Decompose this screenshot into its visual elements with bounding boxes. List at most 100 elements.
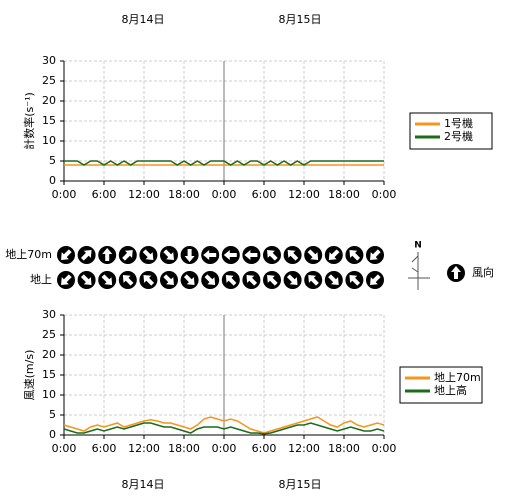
wind-arrow [180, 271, 199, 289]
arrow-head [163, 249, 174, 260]
wind-arrow [118, 246, 137, 264]
y-tick-label: 20 [42, 348, 56, 361]
wind-arrow [221, 271, 240, 289]
arrow-head [328, 249, 340, 260]
x-tick-label: 0:00 [372, 442, 397, 455]
x-tick-label: 6:00 [252, 188, 277, 201]
wind-arrow [98, 271, 117, 289]
wind-arrow [57, 246, 75, 264]
x-tick-label: 6:00 [92, 188, 117, 201]
x-tick-label: 0:00 [52, 442, 77, 455]
y-tick-label: 30 [42, 308, 56, 321]
arrow-head [349, 250, 361, 261]
wind-arrow [160, 246, 178, 264]
x-tick-label: 6:00 [252, 442, 277, 455]
wind-arrow [180, 246, 199, 264]
arrow-head [163, 274, 174, 285]
x-tick-label: 0:00 [372, 188, 397, 201]
y-axis-label: 計数率(s⁻¹) [22, 92, 36, 150]
wind-arrow [324, 271, 343, 289]
arrow-head [307, 249, 319, 260]
arrow-head [451, 266, 461, 279]
wind-arrow [366, 246, 384, 264]
wind-arrow [263, 271, 281, 289]
wind-arrow [139, 271, 158, 289]
y-tick-label: 5 [49, 154, 56, 167]
wind-arrow [139, 246, 158, 264]
arrow-head [349, 275, 361, 286]
y-tick-label: 15 [42, 368, 56, 381]
wind-arrow [366, 271, 384, 289]
wind-arrow [242, 246, 261, 264]
wind-arrow [221, 246, 240, 264]
arrow-head [61, 274, 72, 285]
legend-arrow [447, 264, 465, 282]
arrow-head [61, 249, 72, 260]
date-label: 8月14日 [122, 478, 165, 491]
arrow-head [101, 274, 113, 285]
wind-arrow [345, 271, 364, 289]
arrow-head [183, 274, 195, 285]
wind-legend-label: 風向 [472, 265, 494, 279]
arrow-head [244, 250, 258, 260]
arrow-head [267, 250, 278, 261]
wind-arrow [283, 246, 302, 264]
row-label: 地上 [30, 273, 52, 286]
row-label: 地上70m [5, 248, 52, 261]
arrow-head [203, 250, 217, 260]
arrow-head [122, 250, 133, 261]
arrow-head [122, 275, 134, 286]
x-tick-label: 18:00 [168, 188, 200, 201]
wind-arrow [304, 271, 323, 289]
arrow-head [370, 274, 381, 285]
y-tick-label: 0 [49, 174, 56, 187]
x-tick-label: 12:00 [288, 442, 320, 455]
wind-arrow [77, 271, 96, 289]
arrow-head [102, 248, 113, 261]
x-tick-label: 0:00 [212, 188, 237, 201]
date-label: 8月15日 [279, 13, 322, 26]
wind-arrow [98, 246, 117, 264]
arrow-head [142, 249, 154, 260]
wind-arrow [345, 246, 364, 264]
wind-arrow [160, 271, 178, 289]
date-label: 8月15日 [279, 478, 322, 491]
data-line [64, 160, 384, 166]
y-tick-label: 25 [42, 328, 56, 341]
wind-arrow [57, 271, 75, 289]
wind-arrow [324, 246, 343, 264]
arrow-head [287, 250, 299, 261]
x-tick-label: 6:00 [92, 442, 117, 455]
legend-label: 地上高 [434, 383, 467, 397]
arrow-head [225, 275, 237, 286]
wind-arrow [283, 271, 302, 289]
x-tick-label: 18:00 [328, 442, 360, 455]
data-line [63, 416, 385, 434]
wind-arrow [77, 246, 96, 264]
x-tick-label: 12:00 [128, 188, 160, 201]
arrow-head [204, 274, 216, 285]
x-tick-label: 12:00 [288, 188, 320, 201]
arrow-head [80, 274, 92, 285]
x-tick-label: 12:00 [128, 442, 160, 455]
wind-arrow [304, 246, 323, 264]
compass [408, 252, 430, 290]
wind-arrow [263, 246, 281, 264]
arrow-head [328, 274, 339, 285]
y-tick-label: 30 [42, 54, 56, 67]
data-line [63, 422, 385, 435]
arrow-head [267, 275, 278, 286]
wind-arrow [242, 271, 261, 289]
wind-arrow [118, 271, 137, 289]
arrow-head [80, 250, 92, 261]
y-tick-label: 10 [42, 388, 56, 401]
y-tick-label: 15 [42, 114, 56, 127]
legend-label: 2号機 [444, 129, 473, 143]
arrow-head [286, 274, 298, 285]
x-tick-label: 0:00 [52, 188, 77, 201]
arrow-head [223, 250, 237, 260]
y-tick-label: 0 [49, 428, 56, 441]
wind-arrow [201, 271, 220, 289]
legend-box [399, 366, 483, 404]
